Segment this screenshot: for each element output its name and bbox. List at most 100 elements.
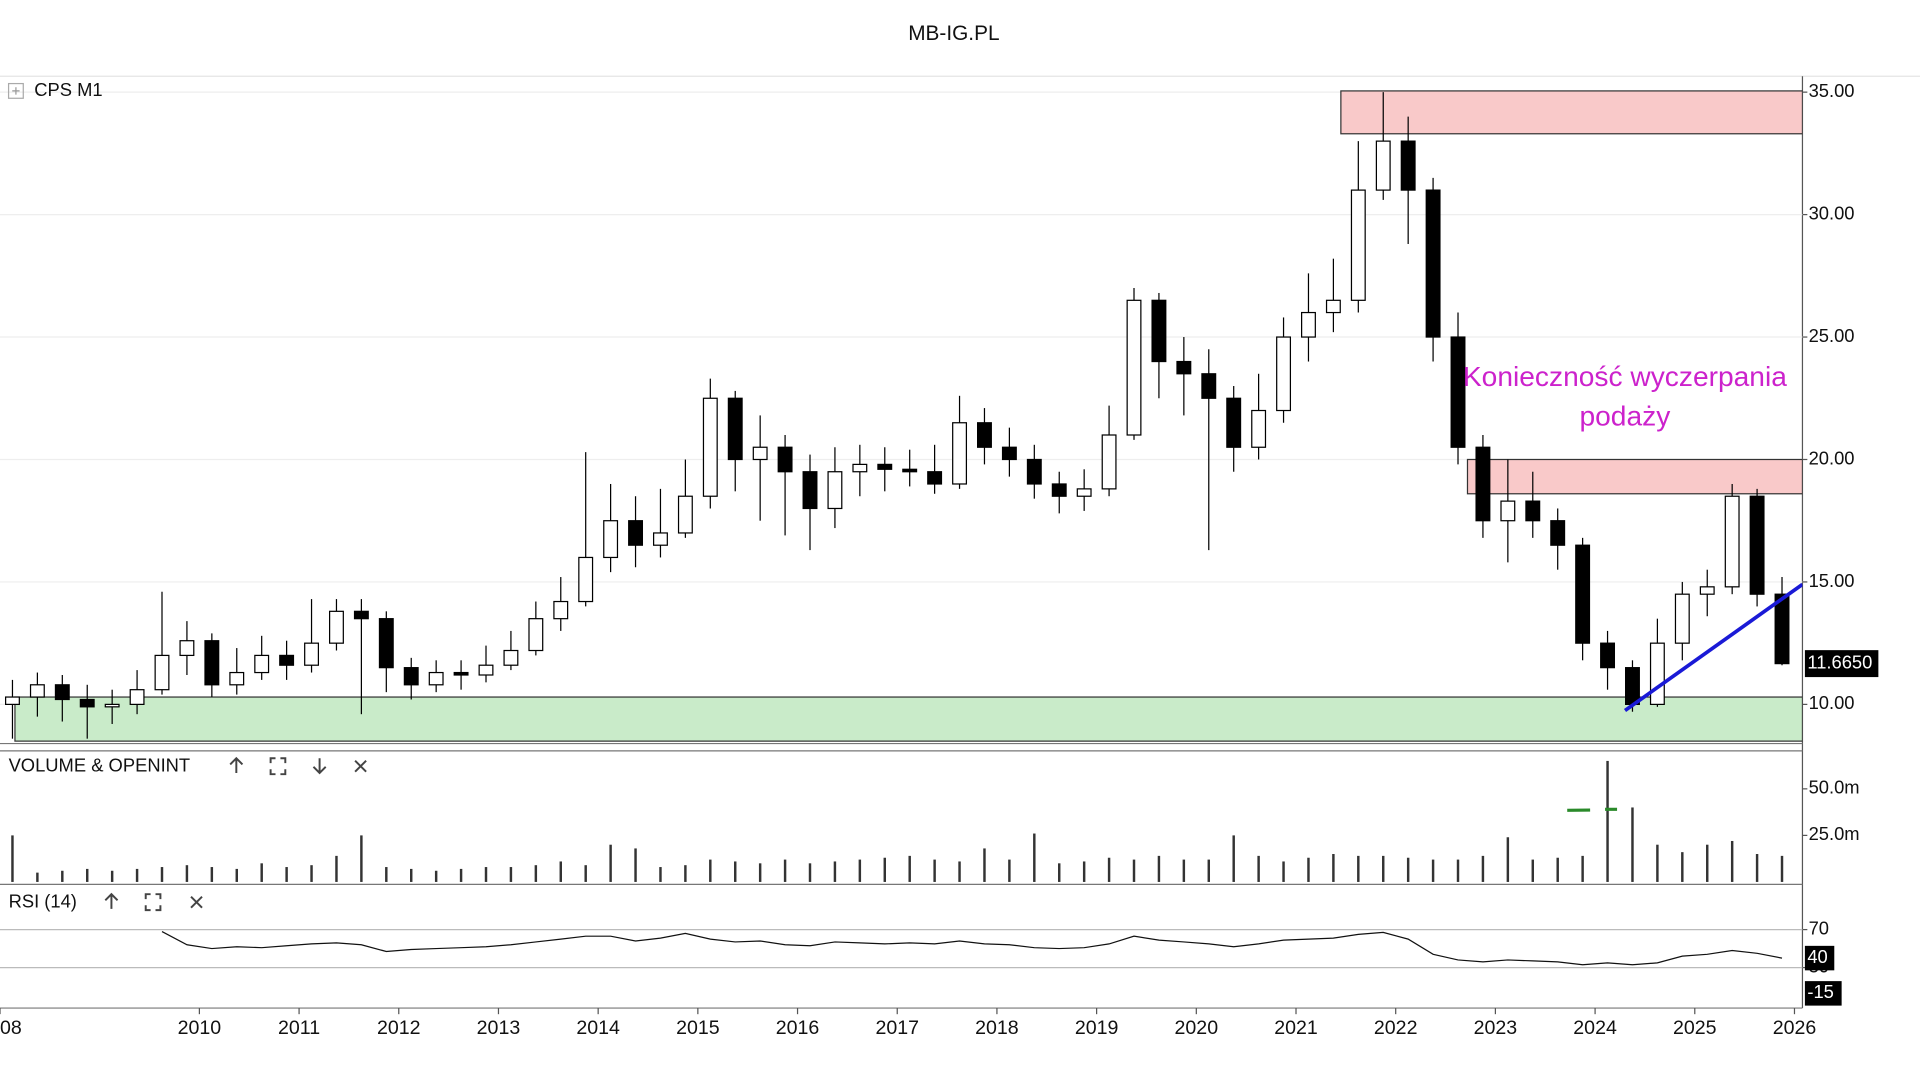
maximize-icon[interactable]	[269, 757, 287, 776]
candle-body	[977, 422, 992, 448]
candle-body	[1649, 642, 1665, 705]
volume-bar	[484, 867, 488, 882]
candle-body	[1625, 667, 1640, 706]
candle-body	[1201, 373, 1217, 399]
move-up-icon[interactable]	[229, 756, 244, 773]
volume-bar	[410, 868, 413, 882]
x-tick-label: 2025	[1673, 1017, 1717, 1039]
candle-body	[1724, 495, 1740, 588]
extra-value-box	[1804, 981, 1842, 1006]
volume-bar	[509, 867, 513, 882]
volume-bar	[1556, 857, 1559, 882]
candle-body	[702, 397, 718, 497]
last-value-label: 40	[1807, 946, 1827, 967]
zone	[14, 696, 1803, 742]
collapse-icon[interactable]	[7, 82, 24, 99]
x-tick-label: 2019	[1075, 1017, 1119, 1039]
volume-bar	[459, 868, 463, 882]
candle-body	[129, 689, 145, 706]
volume-bar	[385, 867, 388, 882]
volume-bar	[1706, 844, 1709, 882]
candle-body	[852, 463, 868, 473]
volume-bar	[534, 865, 538, 882]
x-tick-label: 2024	[1573, 1017, 1617, 1039]
x-tick-label: 2020	[1175, 1017, 1219, 1039]
annotation: Konieczność wyczerpania	[1463, 361, 1787, 392]
candle-body	[378, 618, 394, 669]
volume-bar	[210, 867, 214, 882]
volume-bar	[1182, 859, 1186, 882]
y-tick-label: 15.00	[1809, 570, 1855, 591]
candle-body	[279, 654, 295, 666]
volume-bar	[1531, 859, 1535, 882]
volume-bar	[1606, 760, 1609, 882]
volume-bar	[584, 865, 587, 882]
candle-body	[304, 642, 320, 666]
plot-area	[0, 90, 1803, 969]
volume-bar	[11, 835, 14, 882]
candle-body	[1176, 360, 1192, 375]
volume-bar	[1307, 857, 1310, 882]
candle-body	[403, 667, 419, 686]
volume-bar	[734, 861, 737, 882]
y-tick-label: 70	[1809, 917, 1829, 938]
candle-body	[1774, 593, 1790, 665]
candle-body	[179, 640, 195, 657]
x-tick-label: 2015	[676, 1017, 720, 1039]
volume-bar	[285, 867, 288, 882]
candle-body	[54, 684, 70, 701]
candle-body	[104, 703, 120, 708]
y-tick-label: 20.00	[1809, 447, 1855, 468]
candle-body	[677, 495, 693, 534]
candle-body	[79, 698, 95, 708]
candle-body	[503, 649, 519, 666]
x-tick-label: 2013	[477, 1017, 521, 1039]
candle-body	[1674, 593, 1690, 644]
move-up-icon[interactable]	[104, 892, 119, 909]
volume-bar	[1232, 835, 1235, 882]
volume-bar	[659, 867, 662, 882]
volume-bar	[783, 859, 787, 882]
volume-bar	[1581, 855, 1584, 882]
y-tick-label: 25.0m	[1809, 823, 1860, 844]
candle-body	[777, 446, 793, 473]
volume-bar	[135, 868, 139, 882]
volume-bar	[1207, 859, 1211, 882]
volume-bar	[1681, 852, 1684, 882]
volume-bar	[86, 868, 89, 882]
volume-bar	[858, 859, 862, 882]
last-value-box	[1804, 945, 1835, 971]
last-price-label: 11.6650	[1807, 651, 1872, 672]
candle-body	[1749, 495, 1765, 595]
candle-body	[877, 463, 893, 470]
move-down-icon[interactable]	[312, 758, 327, 775]
volume-bar	[1107, 857, 1111, 882]
y-tick-label: 10.00	[1809, 692, 1855, 713]
candle-body	[927, 471, 943, 485]
volume-bar	[310, 865, 313, 882]
y-tick-label: 35.00	[1809, 80, 1855, 101]
close-icon[interactable]	[354, 760, 367, 773]
volume-bar	[260, 863, 263, 882]
pane-label: RSI (14)	[9, 891, 77, 912]
volume-bar	[833, 861, 837, 882]
volume-bar	[983, 848, 986, 882]
maximize-icon[interactable]	[144, 893, 162, 912]
x-tick-label: 2016	[776, 1017, 820, 1039]
candle-body	[1276, 336, 1292, 412]
volume-bar	[1431, 859, 1435, 882]
volume-bar	[110, 870, 114, 882]
candle-body	[727, 397, 743, 461]
y-tick-label: 50.0m	[1809, 777, 1860, 798]
close-icon[interactable]	[190, 895, 203, 909]
volume-bar	[1058, 863, 1061, 882]
candle-body	[1600, 642, 1616, 669]
candle-body	[827, 471, 843, 510]
volume-bar	[1456, 859, 1460, 882]
candle-body	[603, 520, 619, 559]
volume-bar	[1008, 859, 1011, 882]
candle-body	[353, 610, 369, 620]
candle-body	[1450, 336, 1466, 448]
